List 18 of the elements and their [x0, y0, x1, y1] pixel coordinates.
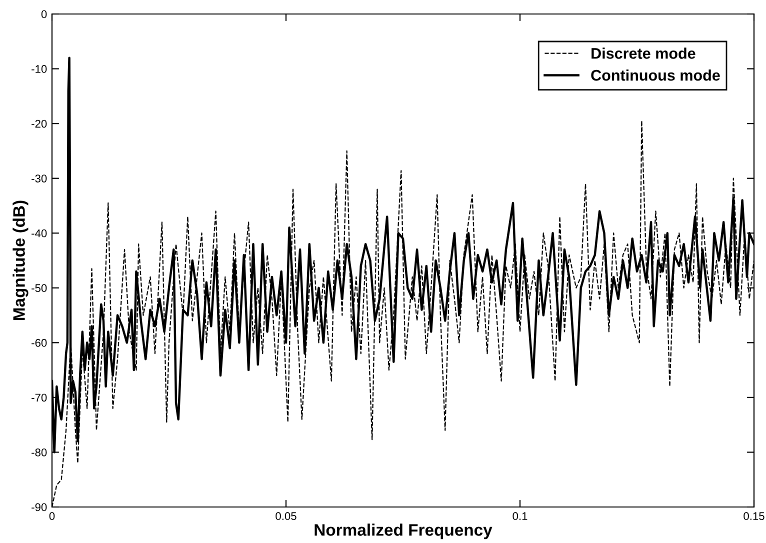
y-tick-label: -90 — [32, 503, 47, 512]
y-tick-label: -80 — [32, 448, 47, 456]
x-axis-title: Normalized Frequency — [314, 524, 492, 540]
x-tick-label: 0.15 — [744, 512, 764, 520]
y-tick-label: -10 — [32, 65, 47, 73]
y-tick-label: -20 — [32, 120, 47, 128]
y-axis-title: Magnitude (dB) — [12, 200, 28, 320]
y-tick-label: -40 — [32, 229, 47, 238]
x-tick-label: 0.1 — [512, 512, 528, 520]
x-tick-label: 0.05 — [276, 512, 296, 520]
y-tick-label: -70 — [32, 394, 47, 402]
legend-label: Discrete mode — [592, 48, 696, 59]
y-tick-label: -60 — [32, 338, 47, 347]
legend-label: Continuous mode — [591, 69, 720, 81]
x-tick-label: 0 — [49, 512, 55, 520]
y-tick-label: -50 — [32, 284, 47, 292]
y-tick-label: 0 — [41, 10, 47, 18]
y-tick-label: -30 — [32, 174, 47, 182]
